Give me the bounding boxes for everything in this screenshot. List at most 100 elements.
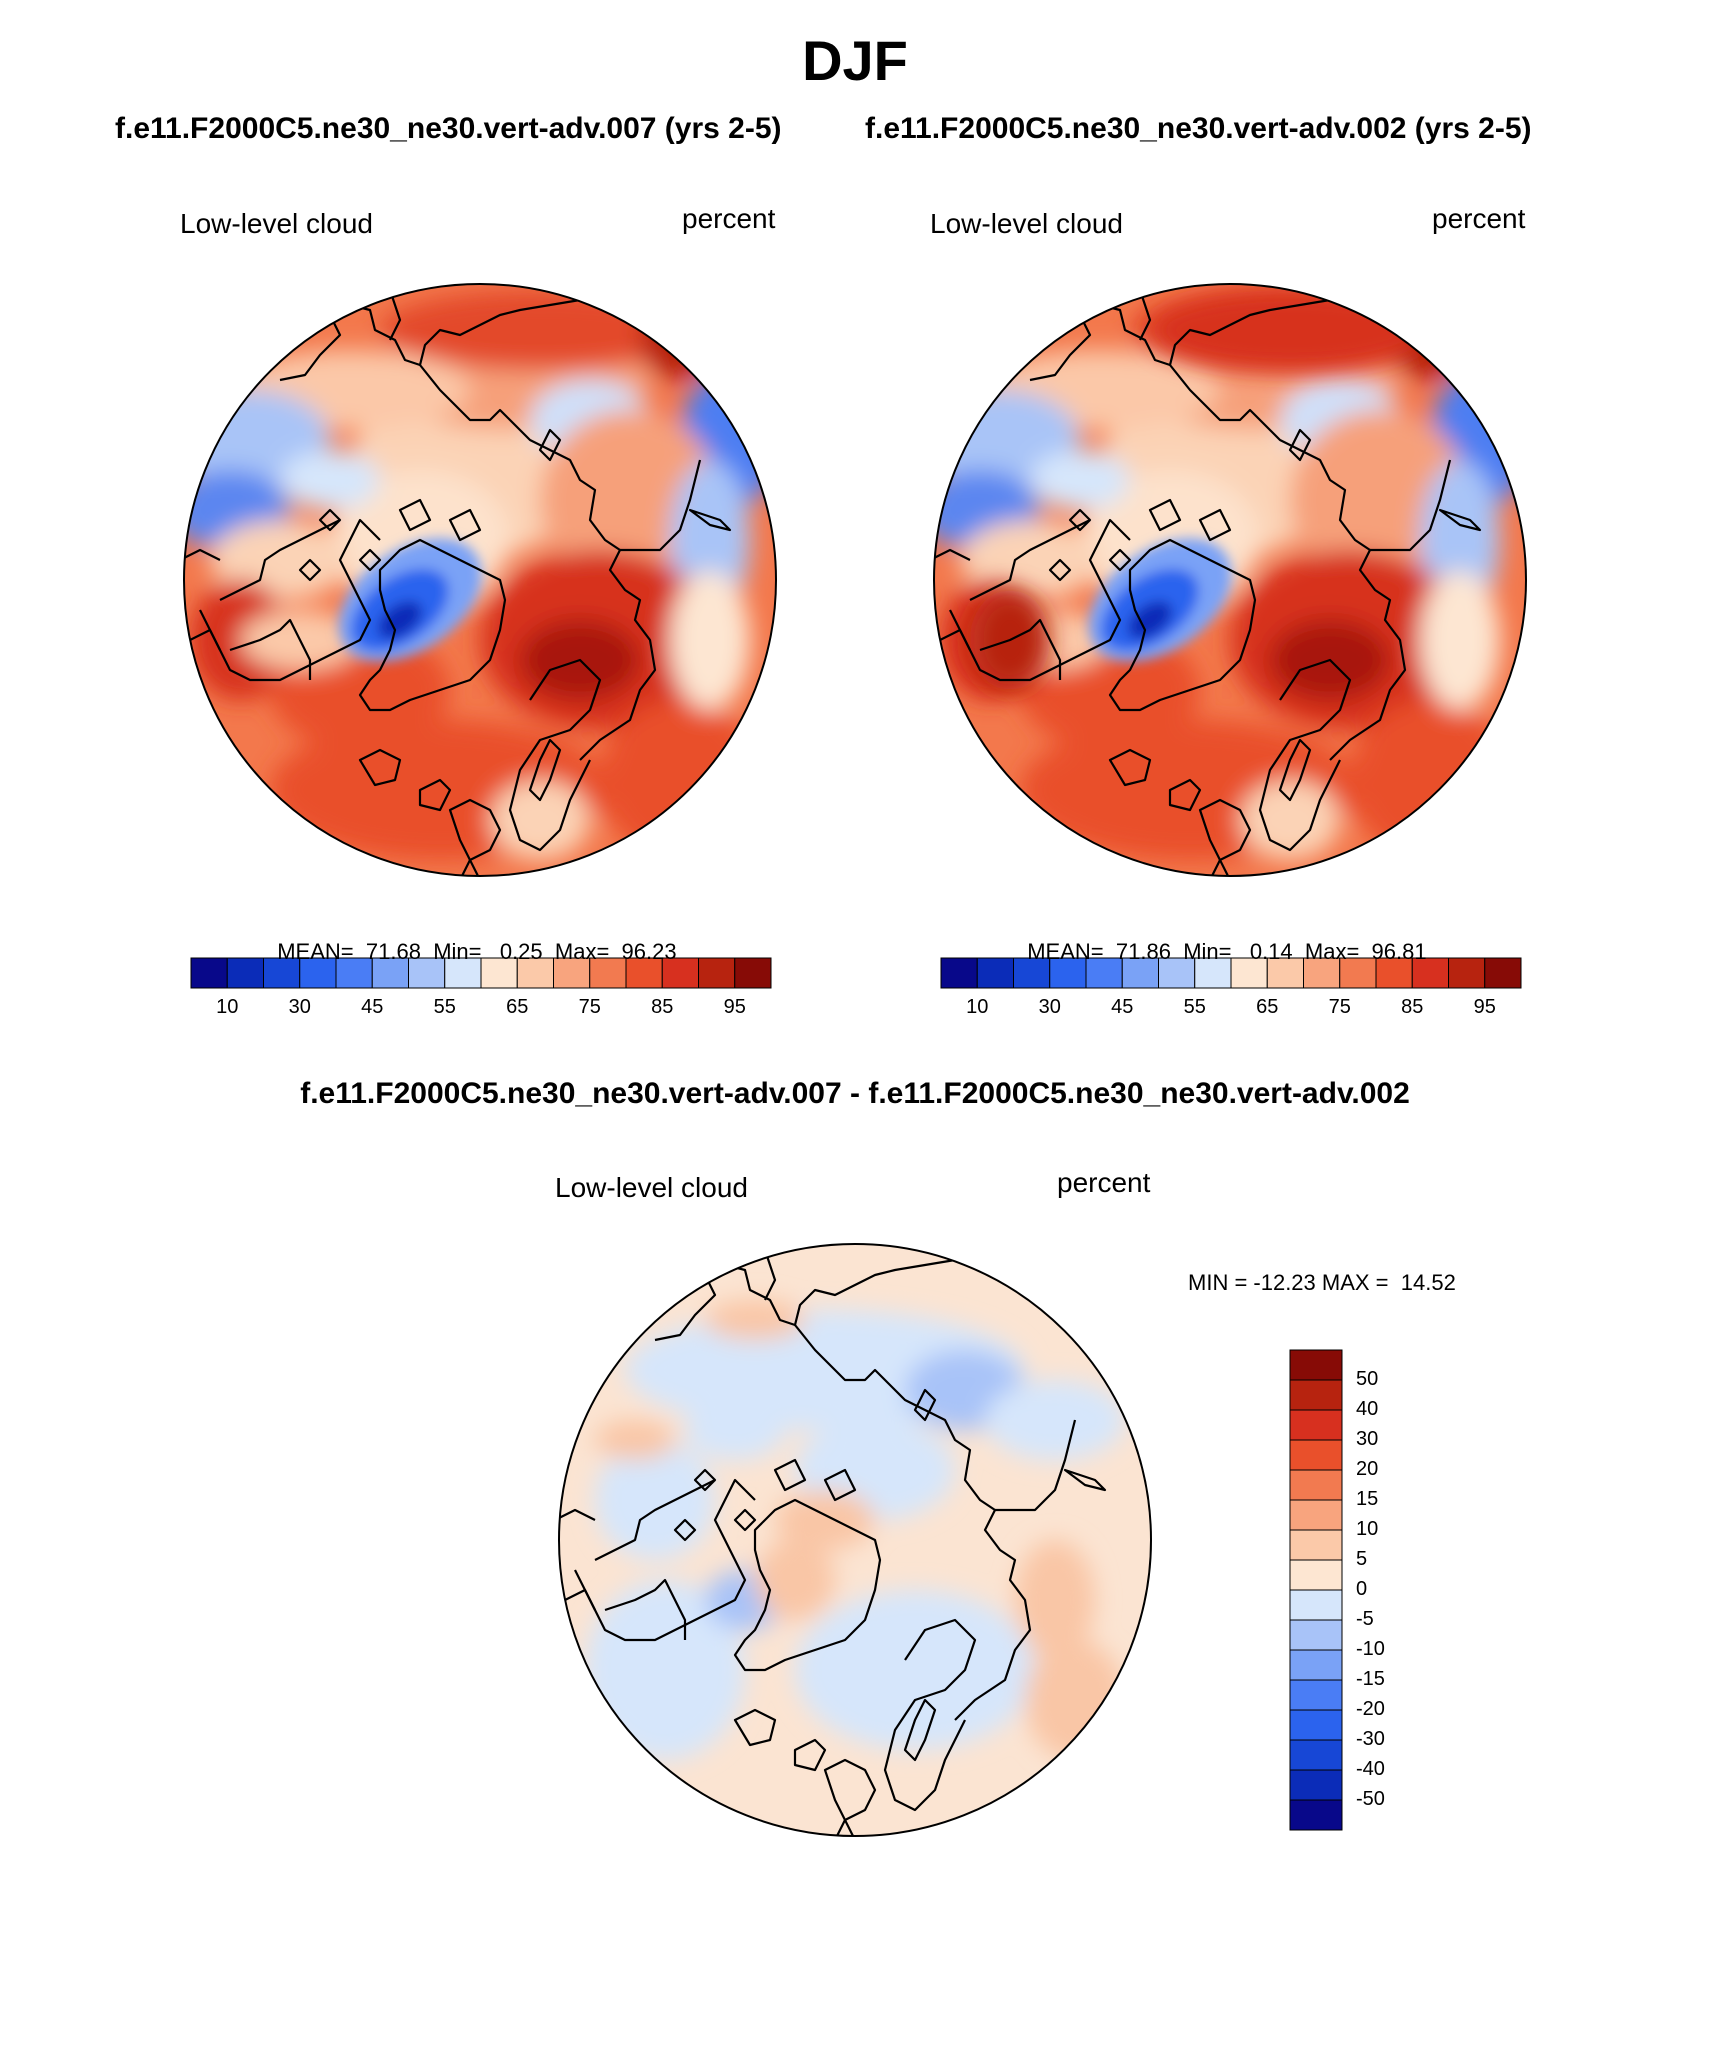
case-a-colorbar-swatch-15 [734, 957, 772, 989]
case-b-colorbar-swatch-6 [1158, 957, 1196, 989]
difference-colorbar-tick-label: -5 [1356, 1608, 1374, 1630]
case-b-colorbar-tick-label: 95 [1473, 996, 1496, 1018]
difference-colorbar-tick-label: -40 [1356, 1758, 1385, 1780]
case-b-colorbar-tick-label: 30 [1038, 996, 1061, 1018]
difference-colorbar-swatch-1 [1289, 1379, 1343, 1411]
difference-colorbar-tick-label: 20 [1356, 1458, 1379, 1480]
case-b-colorbar-swatch-4 [1085, 957, 1123, 989]
difference-colorbar [1289, 1349, 1343, 1831]
case-b-max-value: 96.81 [1371, 939, 1427, 964]
case-b-variable-label: Low-level cloud [930, 208, 1123, 239]
difference-colorbar-tick-label: 0 [1356, 1578, 1368, 1600]
case-a-colorbar-tick-label: 75 [578, 996, 601, 1018]
case-a-title: f.e11.F2000C5.ne30_ne30.vert-adv.007 (yr… [115, 112, 782, 145]
case-a-stats: MEAN= 71.68 Min= 0.25 Max= 96.23 [265, 913, 677, 965]
case-b-colorbar-swatch-11 [1339, 957, 1377, 989]
case-b-max-label: Max= [1304, 939, 1360, 964]
difference-colorbar-tick-label: 40 [1356, 1398, 1379, 1420]
case-a-colorbar-swatch-14 [698, 957, 736, 989]
difference-colorbar-swatch-7 [1289, 1559, 1343, 1591]
case-b-colorbar-tick-label: 85 [1401, 996, 1424, 1018]
case-b-colorbar [940, 957, 1522, 989]
case-a-min-value: 0.25 [499, 939, 543, 964]
difference-colorbar-swatch-9 [1289, 1619, 1343, 1651]
difference-colorbar-tick-label: -10 [1356, 1638, 1385, 1660]
case-b-colorbar-swatch-14 [1448, 957, 1486, 989]
difference-colorbar-swatch-4 [1289, 1469, 1343, 1501]
case-a-colorbar-swatch-6 [408, 957, 446, 989]
case-a-colorbar [190, 957, 772, 989]
difference-colorbar-swatch-12 [1289, 1709, 1343, 1741]
case-b-colorbar-tick-label: 65 [1256, 996, 1279, 1018]
case-b-mean-label: MEAN= [1027, 939, 1104, 964]
difference-colorbar-swatch-0 [1289, 1349, 1343, 1381]
difference-colorbar-tick-label: -15 [1356, 1668, 1385, 1690]
case-a-colorbar-swatch-1 [226, 957, 264, 989]
case-a-colorbar-swatch-8 [480, 957, 518, 989]
case-a-colorbar-tick-label: 55 [433, 996, 456, 1018]
case-b-colorbar-swatch-2 [1013, 957, 1051, 989]
case-a-max-label: Max= [554, 939, 610, 964]
case-b-title: f.e11.F2000C5.ne30_ne30.vert-adv.002 (yr… [865, 112, 1532, 145]
difference-minmax: MIN = -12.23 MAX = 14.52 [1188, 1270, 1456, 1295]
case-b-min-value: 0.14 [1249, 939, 1293, 964]
case-a-colorbar-tick-label: 10 [216, 996, 239, 1018]
case-b-colorbar-swatch-10 [1303, 957, 1341, 989]
case-a-colorbar-swatch-9 [516, 957, 554, 989]
difference-title: f.e11.F2000C5.ne30_ne30.vert-adv.007 - f… [300, 1077, 1410, 1110]
difference-colorbar-tick-label: -50 [1356, 1788, 1385, 1810]
case-a-colorbar-swatch-11 [589, 957, 627, 989]
case-b-colorbar-swatch-15 [1484, 957, 1522, 989]
difference-colorbar-tick-label: -30 [1356, 1728, 1385, 1750]
difference-colorbar-swatch-3 [1289, 1439, 1343, 1471]
difference-colorbar-swatch-13 [1289, 1739, 1343, 1771]
case-b-mean-value: 71.86 [1115, 939, 1171, 964]
difference-colorbar-tick-label: 50 [1356, 1368, 1379, 1390]
case-b-units-label: percent [1432, 203, 1526, 234]
case-a-polar-map [183, 283, 777, 877]
difference-colorbar-swatch-5 [1289, 1499, 1343, 1531]
difference-colorbar-tick-label: 15 [1356, 1488, 1379, 1510]
difference-colorbar-tick-label: 5 [1356, 1548, 1368, 1570]
case-b-colorbar-swatch-12 [1375, 957, 1413, 989]
case-b-colorbar-swatch-0 [940, 957, 978, 989]
case-b-colorbar-tick-label: 75 [1328, 996, 1351, 1018]
case-a-mean-value: 71.68 [365, 939, 421, 964]
case-a-mean-label: MEAN= [277, 939, 354, 964]
case-b-polar-map [933, 283, 1527, 877]
difference-variable-label: Low-level cloud [555, 1172, 748, 1203]
case-a-colorbar-tick-label: 95 [723, 996, 746, 1018]
difference-colorbar-swatch-6 [1289, 1529, 1343, 1561]
difference-colorbar-swatch-15 [1289, 1799, 1343, 1831]
case-a-colorbar-swatch-3 [299, 957, 337, 989]
difference-colorbar-swatch-14 [1289, 1769, 1343, 1801]
case-b-min-label: Min= [1183, 939, 1232, 964]
case-a-colorbar-tick-label: 45 [361, 996, 384, 1018]
case-b-colorbar-tick-label: 10 [966, 996, 989, 1018]
difference-colorbar-swatch-11 [1289, 1679, 1343, 1711]
case-a-units-label: percent [682, 203, 776, 234]
case-a-variable-label: Low-level cloud [180, 208, 373, 239]
case-b-colorbar-tick-label: 55 [1183, 996, 1206, 1018]
difference-colorbar-tick-label: 30 [1356, 1428, 1379, 1450]
case-b-colorbar-swatch-5 [1121, 957, 1159, 989]
difference-colorbar-swatch-2 [1289, 1409, 1343, 1441]
difference-colorbar-swatch-8 [1289, 1589, 1343, 1621]
difference-colorbar-tick-label: 10 [1356, 1518, 1379, 1540]
case-a-colorbar-tick-label: 30 [288, 996, 311, 1018]
case-a-colorbar-tick-label: 65 [506, 996, 529, 1018]
difference-colorbar-tick-label: -20 [1356, 1698, 1385, 1720]
case-b-colorbar-swatch-8 [1230, 957, 1268, 989]
difference-polar-map [558, 1243, 1152, 1837]
case-b-colorbar-swatch-13 [1411, 957, 1449, 989]
case-a-colorbar-swatch-12 [625, 957, 663, 989]
case-a-min-label: Min= [433, 939, 482, 964]
case-b-colorbar-tick-label: 45 [1111, 996, 1134, 1018]
case-a-max-value: 96.23 [621, 939, 677, 964]
case-b-colorbar-swatch-1 [976, 957, 1014, 989]
case-a-colorbar-tick-label: 85 [651, 996, 674, 1018]
figure-title: DJF [802, 29, 908, 92]
case-a-colorbar-swatch-5 [371, 957, 409, 989]
case-b-stats: MEAN= 71.86 Min= 0.14 Max= 96.81 [1015, 913, 1427, 965]
